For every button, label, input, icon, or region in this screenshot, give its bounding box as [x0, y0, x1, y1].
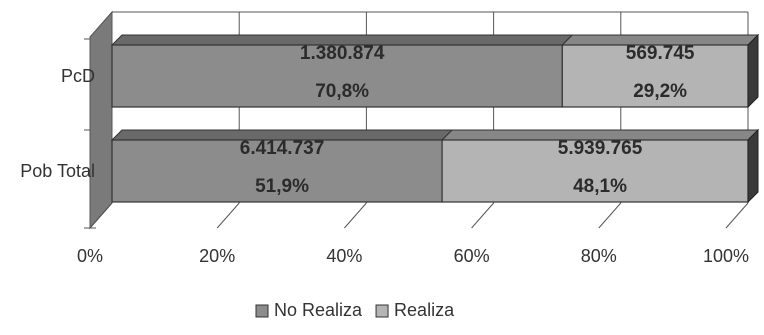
legend-label: No Realiza — [274, 300, 363, 320]
floor-grid-80 — [598, 202, 622, 229]
bar-side-0 — [747, 33, 759, 109]
data-label-percent: 29,2% — [633, 81, 687, 102]
x-tick-label: 100% — [703, 246, 749, 266]
x-tick-label: 80% — [581, 246, 617, 266]
data-label-value: 1.380.874 — [300, 43, 385, 64]
legend-swatch — [255, 304, 269, 318]
legend-swatch — [375, 304, 389, 318]
data-label-value: 6.414.737 — [240, 138, 325, 159]
floor-grid-40 — [344, 202, 367, 229]
left-wall — [89, 10, 113, 230]
bar-side-1 — [747, 128, 759, 204]
data-label-value: 5.939.765 — [558, 138, 643, 159]
x-tick-label: 0% — [77, 246, 103, 266]
data-label-percent: 48,1% — [573, 176, 627, 197]
floor-grid-60 — [471, 202, 494, 229]
data-label-value: 569.745 — [626, 43, 695, 64]
data-label-percent: 70,8% — [315, 81, 369, 102]
bar-1-1 — [441, 139, 749, 203]
floor-grid-100 — [725, 202, 749, 229]
bar-0-1 — [561, 44, 749, 108]
floor-grid-20 — [216, 202, 240, 229]
data-label-percent: 51,9% — [255, 176, 309, 197]
bar-1-0 — [111, 139, 443, 203]
floor-grid-0 — [89, 202, 113, 229]
x-tick-label: 20% — [199, 246, 235, 266]
x-tick-label: 60% — [454, 246, 490, 266]
category-label: Pob Total — [20, 161, 95, 181]
category-label: PcD — [61, 66, 95, 86]
x-tick-label: 40% — [326, 246, 362, 266]
legend-label: Realiza — [394, 300, 455, 320]
